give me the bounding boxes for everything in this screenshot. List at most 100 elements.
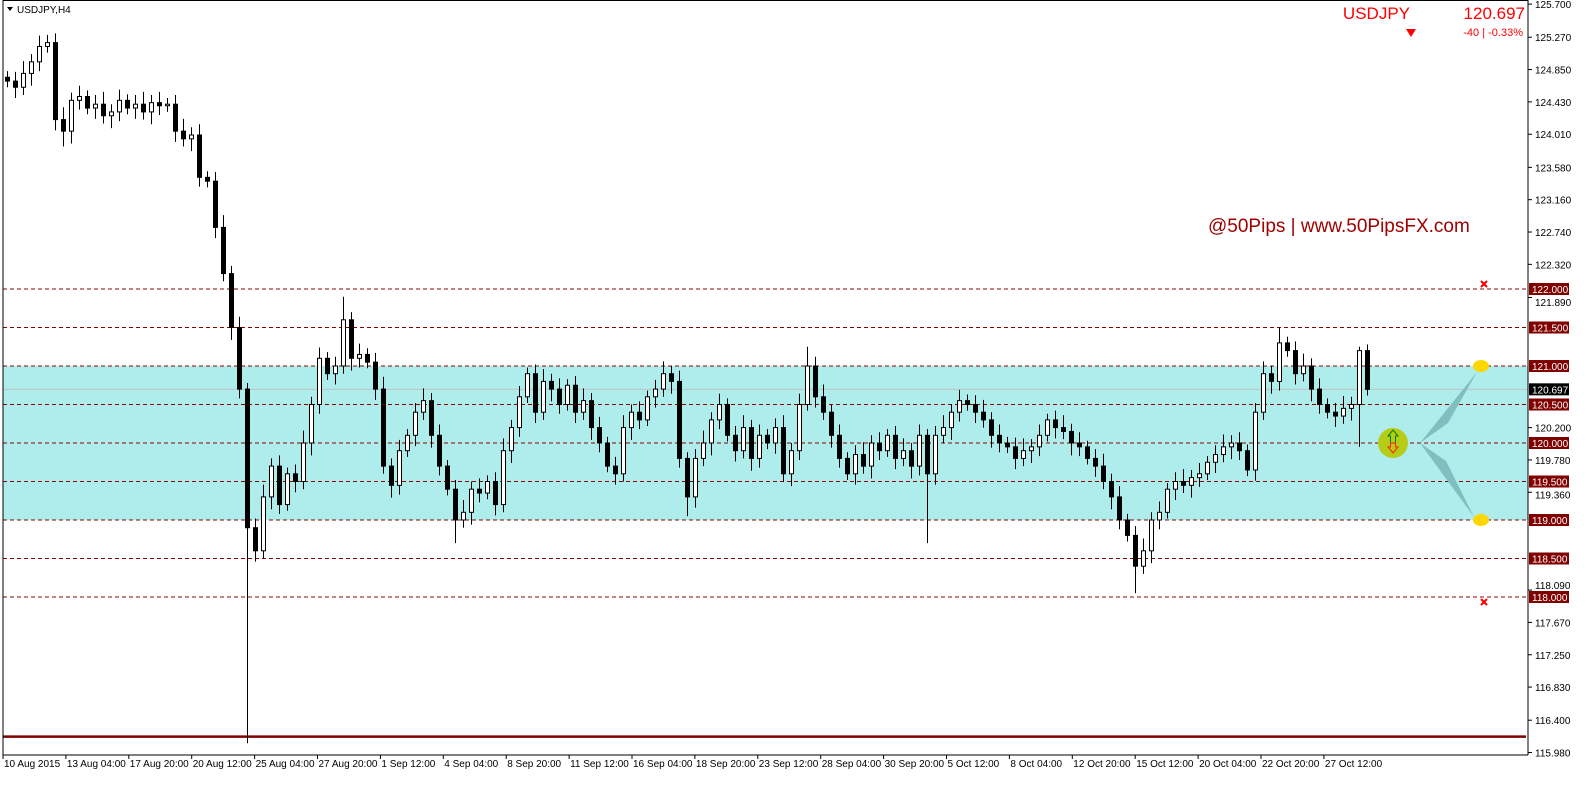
bullish-candle (1029, 446, 1034, 452)
bearish-candle (1069, 430, 1074, 444)
bearish-candle (765, 434, 770, 444)
target-dot-icon (1473, 514, 1489, 526)
bearish-candle (813, 365, 818, 398)
bearish-candle (213, 180, 218, 228)
bearish-candle (101, 103, 106, 117)
price-tick-label: 121.890 (1535, 298, 1572, 309)
bullish-candle (949, 411, 954, 429)
bullish-candle (1229, 442, 1234, 448)
bearish-candle (5, 76, 10, 82)
bearish-candle (781, 427, 786, 475)
bearish-candle (845, 457, 850, 475)
bullish-candle (421, 400, 426, 413)
bearish-candle (749, 427, 754, 459)
price-tick-label: 124.430 (1535, 98, 1572, 109)
bearish-candle (909, 450, 914, 467)
time-tick-label: 5 Oct 12:00 (948, 759, 1000, 770)
time-axis[interactable]: 10 Aug 2015 13 Aug 04:00 17 Aug 20:00 20 Au… (2, 755, 1383, 770)
time-tick-label: 15 Oct 12:00 (1136, 759, 1194, 770)
price-tick-label: 116.400 (1535, 716, 1571, 727)
level-price-label-bg (1529, 514, 1569, 526)
bullish-candle (581, 400, 586, 413)
bottom-horizontal-line (3, 735, 1526, 738)
bearish-candle (477, 488, 482, 494)
bearish-candle (597, 427, 602, 444)
level-price-label-bg (1529, 552, 1569, 565)
bearish-candle (125, 99, 130, 109)
bullish-candle (885, 434, 890, 452)
time-tick-label: 12 Oct 20:00 (1073, 759, 1131, 770)
price-tick-label: 118.090 (1535, 581, 1571, 592)
bearish-candle (245, 388, 250, 529)
bullish-candle (501, 450, 506, 506)
bearish-candle (1101, 465, 1106, 483)
bearish-candle (1309, 365, 1314, 390)
bullish-candle (269, 465, 274, 498)
bullish-candle (1037, 434, 1042, 448)
bearish-candle (981, 411, 986, 421)
price-axis[interactable]: 125.700 125.270 124.850 124.430 124.010 123.5… (1528, 0, 1572, 760)
bullish-candle (933, 434, 938, 475)
bearish-candle (237, 327, 242, 390)
level-price-label-bg (1529, 360, 1569, 372)
price-tick-label: 122.740 (1535, 228, 1572, 239)
bullish-candle (1261, 373, 1266, 413)
symbol-menu-triangle-icon[interactable] (7, 7, 13, 11)
price-tick-label: 125.700 (1535, 0, 1572, 11)
level-price-label: 121.500 (1532, 324, 1569, 335)
level-price-label: 118.000 (1532, 593, 1568, 604)
bullish-candle (853, 454, 858, 475)
level-price-label-bg (1529, 283, 1569, 295)
current-price-label: 120.697 (1532, 385, 1569, 396)
price-tick-label: 123.580 (1535, 163, 1572, 174)
bearish-candle (1269, 373, 1274, 382)
bullish-candle (189, 134, 194, 140)
price-tick-label: 119.360 (1535, 491, 1571, 502)
bearish-candle (549, 380, 554, 390)
bearish-candle (381, 388, 386, 467)
price-tick-label: 115.980 (1535, 749, 1571, 760)
bearish-candle (349, 319, 354, 359)
ticker-price: 120.697 (1464, 4, 1525, 23)
bearish-candle (429, 400, 434, 436)
bearish-candle (637, 411, 642, 421)
bearish-candle (277, 465, 282, 506)
bullish-candle (309, 404, 314, 444)
price-tick-label: 117.670 (1535, 618, 1571, 629)
bullish-candle (661, 373, 666, 390)
bearish-candle (13, 80, 18, 88)
time-tick-label: 20 Aug 12:00 (193, 759, 252, 770)
bearish-candle (1093, 457, 1098, 467)
bullish-candle (1197, 473, 1202, 479)
bullish-candle (357, 353, 362, 359)
level-price-label: 118.500 (1532, 555, 1568, 566)
time-tick-label: 8 Sep 20:00 (507, 759, 561, 770)
price-tick-label: 122.320 (1535, 260, 1572, 271)
bullish-candle (805, 365, 810, 405)
bearish-candle (605, 442, 610, 467)
arrow-down-shape (1386, 442, 1400, 454)
price-tick-label: 120.200 (1535, 424, 1572, 435)
level-price-label-bg (1529, 437, 1569, 449)
time-tick-label: 8 Oct 04:00 (1010, 759, 1062, 770)
bearish-candle (989, 419, 994, 436)
bearish-candle (373, 361, 378, 390)
bearish-candle (53, 42, 58, 121)
bearish-candle (325, 357, 330, 375)
bullish-candle (901, 450, 906, 459)
target-x-marker-icon (1480, 598, 1488, 606)
bullish-candle (69, 99, 74, 132)
bullish-candle (149, 102, 154, 113)
bullish-candle (565, 384, 570, 405)
bullish-candle (485, 481, 490, 494)
bullish-candle (1149, 519, 1154, 552)
price-tick-label: 123.160 (1535, 196, 1572, 207)
bullish-candle (709, 419, 714, 444)
bearish-candle (365, 353, 370, 363)
bearish-candle (1245, 450, 1250, 471)
bearish-candle (437, 434, 442, 467)
ticker-change: -40 | -0.33% (1463, 27, 1523, 39)
bearish-candle (1133, 534, 1138, 567)
time-tick-label: 20 Oct 04:00 (1199, 759, 1257, 770)
